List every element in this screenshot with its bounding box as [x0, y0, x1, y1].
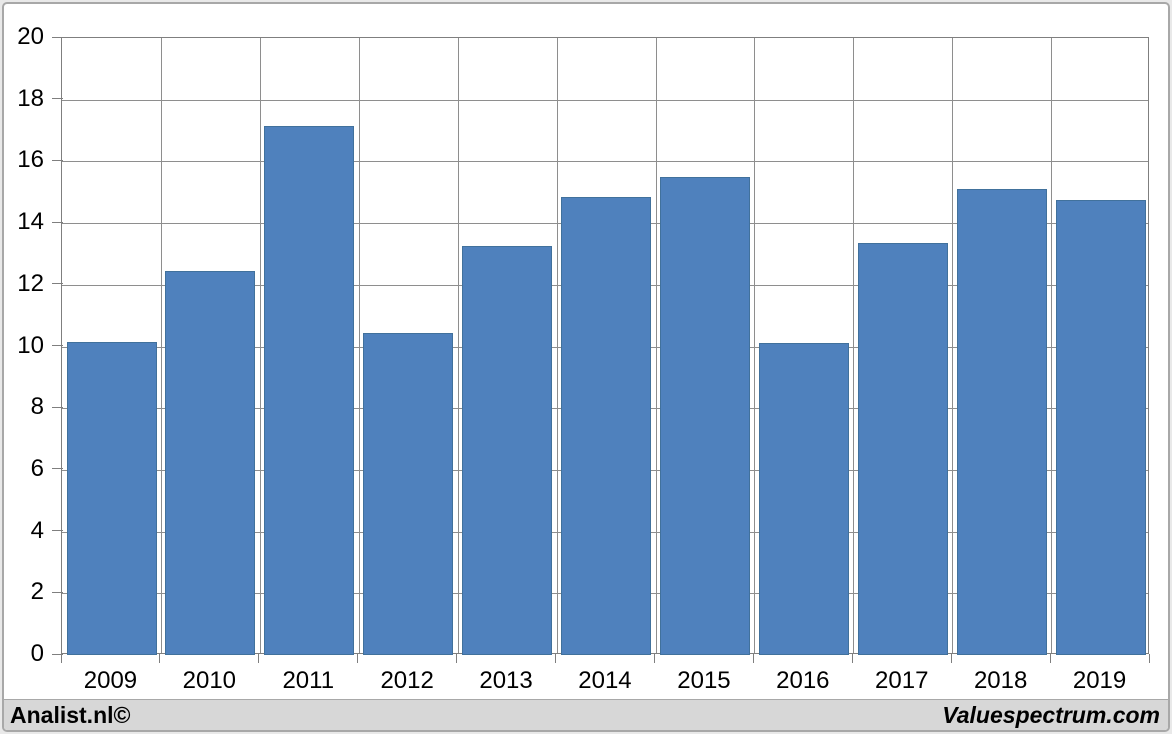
y-axis-tick — [52, 36, 63, 38]
bar-2017 — [857, 243, 948, 655]
footer-brand-analist: Analist.nl© — [10, 701, 131, 728]
v-gridline — [952, 38, 954, 653]
x-axis-tick — [950, 654, 952, 663]
x-axis-tick-label: 2012 — [380, 667, 434, 694]
v-gridline — [853, 38, 855, 653]
x-axis-tick-label: 2018 — [973, 667, 1028, 694]
v-gridline — [754, 38, 756, 653]
v-gridline — [358, 38, 360, 653]
x-axis-tick — [851, 654, 853, 663]
bar-2015 — [659, 176, 750, 655]
plot-area — [61, 37, 1149, 655]
y-axis-tick-label: 14 — [17, 208, 44, 236]
x-axis-tick — [1049, 654, 1051, 663]
bar-2013 — [462, 246, 553, 655]
y-axis-tick — [52, 591, 63, 593]
x-axis-tick-label: 2010 — [182, 667, 237, 694]
bar-2018 — [956, 189, 1047, 655]
bar-2016 — [758, 343, 849, 655]
x-axis-tick — [258, 654, 260, 663]
y-axis-tick-label: 16 — [17, 146, 44, 174]
y-axis-tick-label: 12 — [17, 269, 44, 297]
x-axis-tick — [60, 654, 62, 663]
h-gridline — [62, 99, 1148, 101]
y-axis-tick-label: 0 — [30, 640, 44, 667]
x-axis-tick — [1148, 654, 1150, 663]
v-gridline — [1051, 38, 1053, 653]
y-axis-tick — [52, 345, 63, 346]
y-axis-tick — [52, 653, 63, 655]
bar-2010 — [165, 270, 256, 655]
x-axis-tick-label: 2016 — [776, 667, 830, 694]
y-axis-tick-label: 6 — [30, 454, 44, 482]
v-gridline — [655, 38, 657, 653]
v-gridline — [556, 38, 558, 653]
x-axis-tick — [357, 654, 359, 663]
y-axis-tick — [52, 159, 63, 161]
x-axis-tick-label: 2019 — [1072, 667, 1127, 694]
y-axis-tick-label: 20 — [17, 23, 44, 50]
x-axis-tick — [654, 654, 655, 663]
y-axis-tick-label: 18 — [17, 84, 44, 112]
x-axis-tick-label: 2015 — [677, 667, 731, 694]
bar-2011 — [264, 125, 355, 655]
x-axis-tick-label: 2017 — [875, 667, 929, 694]
y-axis-tick-label: 2 — [30, 578, 44, 606]
x-axis-tick — [555, 654, 556, 663]
footer-bar: Analist.nl© Valuespectrum.com — [4, 699, 1168, 730]
h-gridline — [62, 161, 1148, 163]
bar-2009 — [66, 341, 157, 655]
y-axis-tick — [52, 530, 63, 532]
x-axis-tick — [159, 654, 161, 663]
y-axis-tick-label: 4 — [30, 516, 44, 544]
bar-2014 — [561, 196, 651, 655]
x-axis-tick — [752, 654, 754, 663]
footer-brand-valuespectrum: Valuespectrum.com — [942, 701, 1160, 728]
bar-2019 — [1055, 200, 1146, 655]
x-axis-tick-label: 2011 — [282, 667, 335, 694]
y-axis-tick — [52, 406, 63, 408]
bar-2012 — [363, 332, 454, 655]
x-axis-tick-label: 2014 — [578, 667, 632, 694]
y-axis-tick — [52, 283, 63, 285]
v-gridline — [457, 38, 459, 653]
y-axis-tick — [52, 98, 63, 100]
x-axis-tick-label: 2013 — [479, 667, 533, 694]
y-axis-tick-label: 10 — [17, 331, 44, 359]
x-axis-tick-label: 2009 — [83, 667, 138, 694]
x-axis-tick — [456, 654, 458, 663]
v-gridline — [259, 38, 261, 653]
y-axis-tick — [52, 221, 63, 223]
v-gridline — [160, 38, 162, 653]
y-axis-tick — [52, 468, 63, 470]
y-axis-tick-label: 8 — [30, 393, 44, 421]
